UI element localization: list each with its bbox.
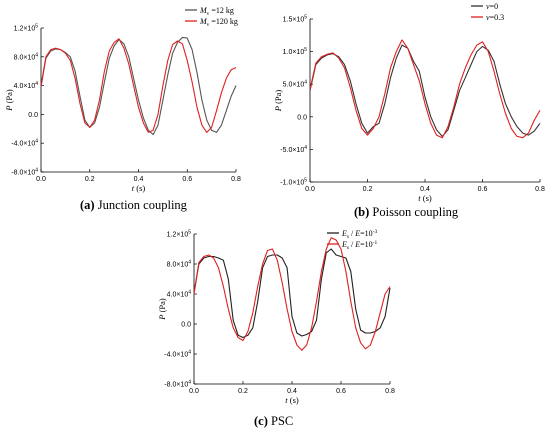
y-tick-label: 0.0 xyxy=(297,114,307,121)
legend-label: Es / E=10-3 xyxy=(341,229,378,240)
x-tick-label: 0.0 xyxy=(305,186,315,193)
legend-label: Es / E=10-1 xyxy=(341,240,378,251)
caption-b-text: Poisson coupling xyxy=(369,205,459,219)
y-axis-label: P (Pa) xyxy=(4,89,14,112)
x-tick-label: 0.8 xyxy=(535,186,545,193)
y-tick-label: 1.2×105 xyxy=(14,24,39,33)
panel-a-chart: 1.2×105 8.0×104 4.0×104 0.0 -4.0×104 -8.0×104… xyxy=(4,6,241,193)
legend-label: Mv =120 kg xyxy=(199,17,238,28)
panel-c-chart: 1.2×105 8.0×104 4.0×104 0.0 -4.0×104 -8.0×104… xyxy=(157,229,395,405)
caption-panel-b: (b) Poisson coupling xyxy=(354,205,458,220)
series-line-1 xyxy=(40,36,237,136)
y-tick-label: -1.0×105 xyxy=(280,178,307,187)
y-tick-label: 0.0 xyxy=(28,112,38,119)
x-axis-label: t (s) xyxy=(132,183,146,193)
y-tick-label: 4.0×104 xyxy=(14,81,39,90)
series-line-2 xyxy=(309,39,541,139)
x-tick-label: 0.8 xyxy=(385,388,395,395)
series-line-1 xyxy=(309,44,541,137)
series-line-2 xyxy=(40,38,237,133)
series-line-1 xyxy=(193,248,391,339)
x-tick-label: 0.0 xyxy=(36,176,46,183)
y-tick-label: -4.0×104 xyxy=(11,139,38,148)
y-axis-label: P (Pa) xyxy=(157,298,167,321)
y-tick-label: 8.0×104 xyxy=(14,52,39,61)
x-tick-label: 0.8 xyxy=(231,176,241,183)
y-tick-label: 8.0×104 xyxy=(167,260,192,269)
caption-a-letter: (a) xyxy=(80,198,95,212)
x-tick-label: 0.4 xyxy=(134,176,144,183)
caption-b-letter: (b) xyxy=(354,205,370,219)
legend-label: ν=0 xyxy=(486,2,498,11)
y-tick-label: -4.0×104 xyxy=(164,350,191,359)
caption-panel-c: (c) PSC xyxy=(254,414,293,429)
series-line-2 xyxy=(193,237,391,351)
panel-b-chart: 1.5×105 1.0×105 5.0×104 0.0 -5.0×104 -1.0×105… xyxy=(273,2,545,203)
x-tick-label: 0.2 xyxy=(85,176,95,183)
x-tick-label: 0.6 xyxy=(182,176,192,183)
x-tick-label: 0.2 xyxy=(238,388,248,395)
x-tick-label: 0.6 xyxy=(478,186,488,193)
y-tick-label: -8.0×104 xyxy=(11,168,38,177)
x-tick-label: 0.4 xyxy=(420,186,430,193)
y-tick-label: 1.2×105 xyxy=(167,230,192,239)
x-axis-label: t (s) xyxy=(418,193,432,203)
y-tick-label: -5.0×104 xyxy=(280,145,307,154)
y-tick-label: -8.0×104 xyxy=(164,380,191,389)
caption-c-text: PSC xyxy=(267,414,294,428)
y-tick-label: 4.0×104 xyxy=(167,290,192,299)
x-tick-label: 0.2 xyxy=(363,186,373,193)
y-tick-label: 1.5×105 xyxy=(283,15,308,24)
x-axis-label: t (s) xyxy=(285,395,299,405)
legend-label: Mv =12 kg xyxy=(199,6,234,17)
caption-panel-a: (a) Junction coupling xyxy=(80,198,187,213)
y-tick-label: 1.0×105 xyxy=(283,47,308,56)
y-axis-label: P (Pa) xyxy=(273,90,283,113)
caption-c-letter: (c) xyxy=(254,414,268,428)
legend-label: ν=0.3 xyxy=(486,13,504,22)
caption-a-text: Junction coupling xyxy=(94,198,187,212)
x-tick-label: 0.6 xyxy=(336,388,346,395)
x-tick-label: 0.0 xyxy=(189,388,199,395)
y-tick-label: 0.0 xyxy=(181,322,191,329)
y-tick-label: 5.0×104 xyxy=(283,80,308,89)
x-tick-label: 0.4 xyxy=(287,388,297,395)
